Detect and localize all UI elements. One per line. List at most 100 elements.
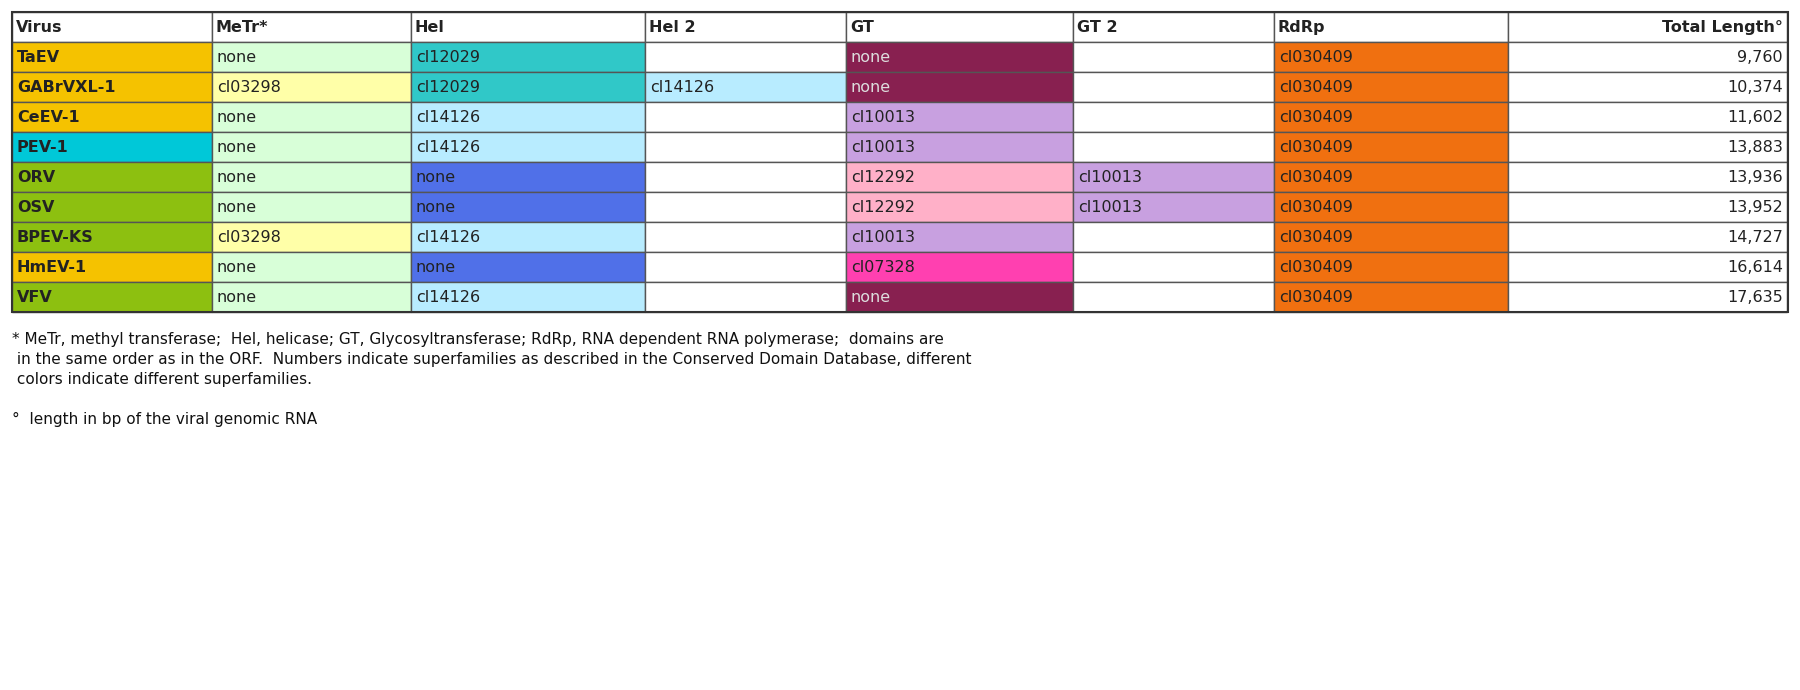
Text: cl14126: cl14126 (416, 110, 481, 124)
Text: cl12029: cl12029 (416, 50, 481, 64)
Text: 14,727: 14,727 (1728, 230, 1784, 244)
Bar (1274, 222, 1508, 252)
Bar (212, 12, 410, 42)
Bar (410, 132, 644, 162)
Bar (410, 252, 644, 282)
Text: in the same order as in the ORF.  Numbers indicate superfamilies as described in: in the same order as in the ORF. Numbers… (13, 352, 972, 367)
Text: cl10013: cl10013 (851, 110, 914, 124)
Bar (1508, 162, 1787, 192)
Text: cl030409: cl030409 (1278, 170, 1354, 184)
Text: 10,374: 10,374 (1728, 79, 1784, 95)
Bar (1073, 162, 1274, 192)
Bar (1073, 42, 1274, 72)
Text: none: none (216, 139, 257, 155)
Bar (846, 102, 1073, 132)
Bar (1508, 42, 1787, 72)
Bar (644, 132, 846, 162)
Bar (1073, 132, 1274, 162)
Bar (13, 252, 212, 282)
Text: none: none (216, 290, 257, 304)
Bar (1508, 72, 1787, 102)
Text: cl12292: cl12292 (851, 199, 914, 215)
Bar (13, 72, 212, 102)
Bar (1073, 282, 1274, 312)
Text: none: none (216, 110, 257, 124)
Bar (410, 42, 644, 72)
Text: none: none (216, 259, 257, 275)
Bar (13, 282, 212, 312)
Text: none: none (416, 259, 455, 275)
Text: 13,952: 13,952 (1728, 199, 1784, 215)
Bar (1274, 162, 1508, 192)
Text: cl030409: cl030409 (1278, 110, 1354, 124)
Bar (644, 102, 846, 132)
Text: BPEV-KS: BPEV-KS (16, 230, 94, 244)
Text: cl03298: cl03298 (216, 230, 281, 244)
Bar (13, 42, 212, 72)
Text: PEV-1: PEV-1 (16, 139, 68, 155)
Bar (644, 162, 846, 192)
Bar (212, 72, 410, 102)
Text: cl07328: cl07328 (851, 259, 914, 275)
Text: cl14126: cl14126 (416, 230, 481, 244)
Text: cl14126: cl14126 (416, 139, 481, 155)
Bar (1508, 132, 1787, 162)
Bar (644, 282, 846, 312)
Bar (13, 12, 212, 42)
Text: cl10013: cl10013 (851, 139, 914, 155)
Bar (212, 132, 410, 162)
Text: Virus: Virus (16, 19, 63, 34)
Bar (212, 42, 410, 72)
Text: Total Length°: Total Length° (1661, 19, 1784, 34)
Bar (644, 252, 846, 282)
Text: cl030409: cl030409 (1278, 199, 1354, 215)
Text: * MeTr, methyl transferase;  Hel, helicase; GT, Glycosyltransferase; RdRp, RNA d: * MeTr, methyl transferase; Hel, helicas… (13, 332, 943, 347)
Bar (1073, 102, 1274, 132)
Bar (212, 282, 410, 312)
Text: none: none (851, 50, 891, 64)
Text: °  length in bp of the viral genomic RNA: ° length in bp of the viral genomic RNA (13, 412, 317, 427)
Text: RdRp: RdRp (1278, 19, 1325, 34)
Text: 16,614: 16,614 (1728, 259, 1784, 275)
Text: 11,602: 11,602 (1728, 110, 1784, 124)
Text: 13,936: 13,936 (1728, 170, 1784, 184)
Text: none: none (416, 199, 455, 215)
Bar (846, 252, 1073, 282)
Bar (846, 162, 1073, 192)
Bar (212, 252, 410, 282)
Text: cl030409: cl030409 (1278, 139, 1354, 155)
Text: MeTr*: MeTr* (216, 19, 268, 34)
Text: none: none (216, 170, 257, 184)
Text: CeEV-1: CeEV-1 (16, 110, 79, 124)
Text: cl10013: cl10013 (851, 230, 914, 244)
Text: 13,883: 13,883 (1728, 139, 1784, 155)
Bar (846, 12, 1073, 42)
Bar (410, 102, 644, 132)
Text: cl10013: cl10013 (1078, 199, 1143, 215)
Bar (1073, 222, 1274, 252)
Text: cl12029: cl12029 (416, 79, 481, 95)
Bar (846, 132, 1073, 162)
Bar (1073, 72, 1274, 102)
Text: none: none (216, 199, 257, 215)
Text: GT: GT (850, 19, 873, 34)
Bar (13, 12, 1787, 312)
Bar (13, 132, 212, 162)
Bar (644, 12, 846, 42)
Bar (410, 162, 644, 192)
Bar (410, 222, 644, 252)
Text: ORV: ORV (16, 170, 56, 184)
Bar (1508, 252, 1787, 282)
Bar (644, 222, 846, 252)
Bar (13, 222, 212, 252)
Text: cl14126: cl14126 (416, 290, 481, 304)
Bar (846, 222, 1073, 252)
Bar (1274, 102, 1508, 132)
Text: cl030409: cl030409 (1278, 79, 1354, 95)
Bar (1274, 12, 1508, 42)
Bar (1274, 42, 1508, 72)
Text: OSV: OSV (16, 199, 54, 215)
Bar (1073, 12, 1274, 42)
Bar (1274, 192, 1508, 222)
Bar (846, 42, 1073, 72)
